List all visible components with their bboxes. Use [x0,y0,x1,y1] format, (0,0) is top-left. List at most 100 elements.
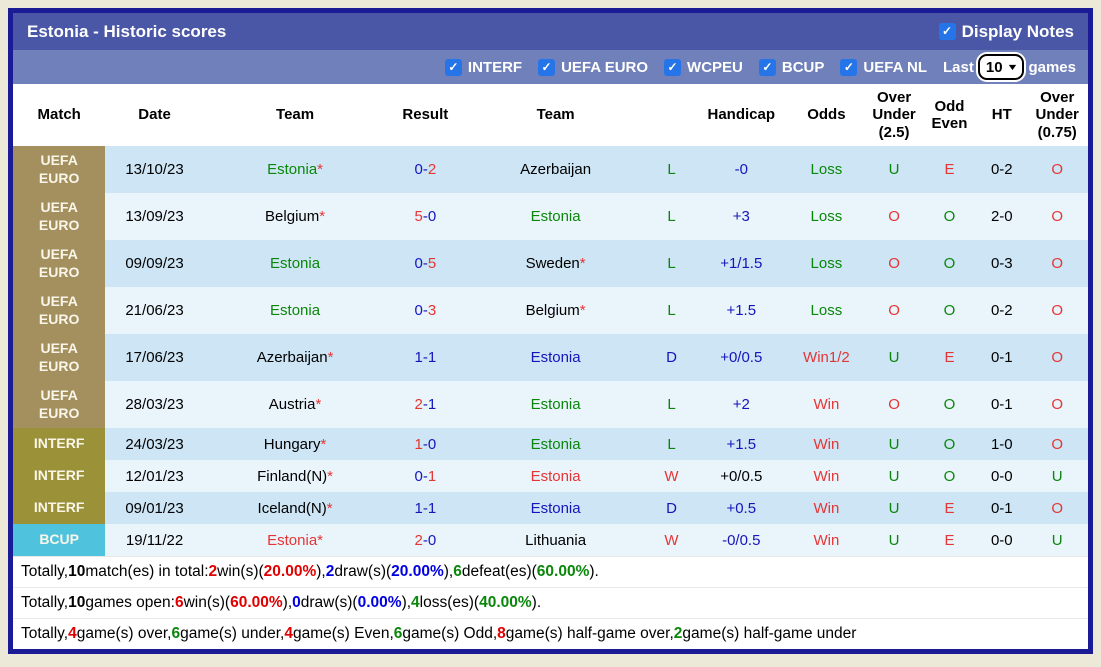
table-row: UEFA EURO 13/10/23 Estonia* 0-2 Azerbaijan L -0… [13,146,1088,193]
column-header-ht: HT [977,84,1027,146]
odd-even: O [943,255,956,272]
over-under-0-75: O [1051,435,1064,453]
display-notes-label: Display Notes [961,21,1074,41]
wdl-letter: W [664,467,679,485]
home-team: Estonia [204,240,387,287]
handicap-value: +0/0.5 [720,467,763,485]
odds-result: Win [813,531,840,549]
checkbox-icon[interactable]: ✓ [538,58,556,76]
handicap-value: +2 [732,396,750,413]
score-dash: - [422,302,428,319]
team-name: Estonia [530,499,581,517]
table-row: UEFA EURO 21/06/23 Estonia 0-3 Belgium* L +1.5 L… [13,287,1088,334]
over-under-0-75: O [1051,208,1064,225]
away-team: Estonia [464,428,647,460]
summary-segment: Totally, [21,625,69,642]
result-score: 0-1 [386,460,464,492]
display-notes-checkbox-icon[interactable]: ✓ [938,23,956,40]
home-team: Estonia* [204,524,387,556]
handicap-value: +1/1.5 [720,255,763,272]
competition-badge: UEFA EURO [13,381,106,428]
last-games-value: 10 [985,58,1003,76]
handicap-value: +1.5 [726,302,757,319]
summary-segment: loss(es)( [419,594,480,611]
away-score: 0 [427,435,437,453]
title-bar: Estonia - Historic scores ✓ Display Note… [13,13,1088,50]
team-name: Estonia [267,531,318,549]
home-score: 1 [414,499,423,517]
match-date: 28/03/23 [125,396,184,413]
home-score: 2 [414,531,423,549]
table-row: INTERF 24/03/23 Hungary* 1-0 Estonia L +1.5 Win… [13,428,1088,460]
summary-segment: 10 [68,563,86,580]
summary-segment: 20.00% [391,563,444,580]
summary-segment: ), [316,563,326,580]
last-games-select[interactable]: 10 ▼ [977,54,1025,80]
team-name: Finland(N) [257,467,328,485]
score-dash: - [422,396,428,413]
team-name: Hungary [263,435,321,453]
over-under-2-5: O [888,255,900,272]
summary-segment: ), [443,563,454,580]
away-team: Sweden* [464,240,647,287]
result-score: 2-1 [386,381,464,428]
team-name: Belgium [265,208,320,225]
wdl-letter: L [667,302,676,319]
summary-segment: game(s) under, [180,625,285,642]
match-date: 17/06/23 [125,349,184,366]
competition-filter-label: INTERF [467,58,523,76]
column-header-team: Team [464,84,647,146]
half-time-score: 0-0 [990,467,1013,485]
competition-badge: INTERF [13,460,106,492]
away-team: Estonia [464,381,647,428]
summary-segment: draw(s)( [300,594,358,611]
checkbox-icon[interactable]: ✓ [664,58,682,76]
summary-segment: 4 [68,625,77,642]
summary-line: Totally, 10 match(es) in total: 2 win(s)… [13,556,1088,587]
competition-badge: UEFA EURO [13,334,106,381]
odds-result: Loss [810,302,843,319]
summary-segment: 8 [497,625,506,642]
result-score: 0-3 [386,287,464,334]
checkbox-icon[interactable]: ✓ [444,58,462,76]
competition-filter-wcpeu[interactable]: ✓ WCPEU [664,58,743,76]
summary-segment: game(s) half-game under [682,625,857,642]
away-team: Estonia [464,492,647,524]
competition-filter-uefa-nl[interactable]: ✓ UEFA NL [840,58,927,76]
half-time-score: 0-2 [990,161,1013,178]
half-time-score: 1-0 [990,435,1013,453]
result-score: 1-1 [386,492,464,524]
team-name: Estonia [267,161,318,178]
half-time-score: 0-2 [990,302,1013,319]
match-date: 09/09/23 [125,255,184,272]
competition-badge: BCUP [13,524,106,556]
competition-filter-bcup[interactable]: ✓ BCUP [758,58,824,76]
competition-filter-interf[interactable]: ✓ INTERF [444,58,523,76]
summary-segment: defeat(es)( [461,563,537,580]
star-marker: * [327,467,333,485]
column-header-odd-even: Odd Even [921,84,978,146]
odd-even: O [943,396,956,413]
competition-filter-uefa-euro[interactable]: ✓ UEFA EURO [538,58,648,76]
away-team: Lithuania [464,524,647,556]
team-name: Estonia [530,208,581,225]
competition-filter-label: WCPEU [687,58,743,76]
handicap-value: -0/0.5 [722,531,761,549]
wdl-letter: L [667,161,676,178]
table-body: UEFA EURO 13/10/23 Estonia* 0-2 Azerbaijan L -0… [13,146,1088,556]
team-name: Estonia [530,467,581,485]
score-dash: - [422,161,428,178]
table-row: UEFA EURO 13/09/23 Belgium* 5-0 Estonia L +3 Los… [13,193,1088,240]
display-notes-toggle[interactable]: ✓ Display Notes [938,21,1074,42]
checkbox-icon[interactable]: ✓ [758,58,776,76]
column-header-result: Result [386,84,465,146]
summary-segment: 2 [208,563,218,580]
star-marker: * [579,302,586,319]
score-dash: - [422,435,428,453]
competition-badge: INTERF [13,428,106,460]
team-name: Estonia [530,396,581,413]
checkbox-icon[interactable]: ✓ [840,58,858,76]
star-marker: * [327,349,334,366]
star-marker: * [319,208,326,225]
wdl-letter: L [667,255,676,272]
